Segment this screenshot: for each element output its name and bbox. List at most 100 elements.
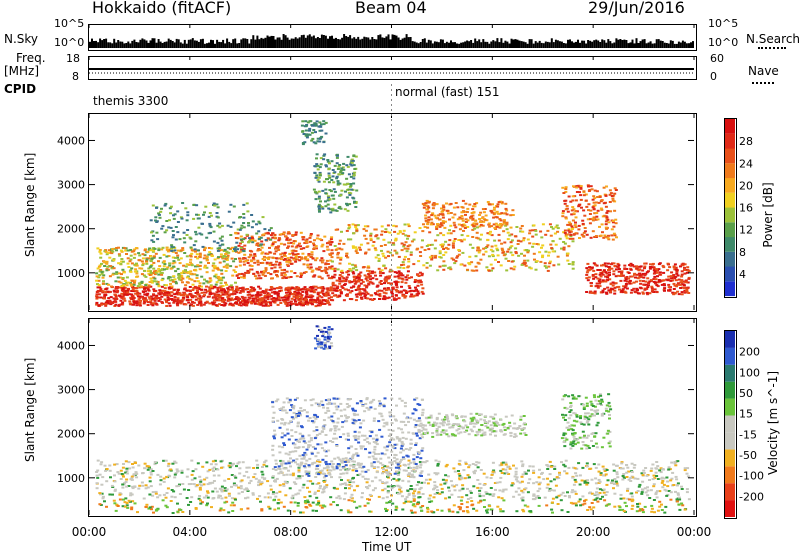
power-cell bbox=[355, 189, 359, 192]
power-cell bbox=[273, 287, 276, 290]
power-cell bbox=[498, 226, 502, 229]
velocity-cell bbox=[594, 477, 598, 480]
velocity-cell bbox=[661, 468, 665, 470]
power-cell bbox=[277, 249, 281, 251]
velocity-cell bbox=[297, 469, 301, 472]
power-cell bbox=[165, 305, 169, 307]
power-cell bbox=[187, 263, 191, 266]
velocity-cell bbox=[124, 497, 128, 500]
power-cell bbox=[406, 266, 410, 269]
power-cell bbox=[209, 285, 213, 288]
power-cell bbox=[471, 208, 475, 211]
power-cell bbox=[650, 290, 654, 293]
velocity-cell bbox=[447, 486, 451, 489]
power-cell bbox=[244, 271, 248, 274]
power-cell bbox=[560, 247, 563, 250]
power-cell bbox=[190, 249, 194, 252]
power-cell bbox=[147, 296, 151, 299]
power-cell bbox=[336, 180, 340, 183]
power-cell bbox=[350, 158, 354, 161]
power-cell bbox=[338, 278, 342, 280]
power-cell bbox=[605, 216, 609, 219]
power-cell bbox=[264, 239, 268, 241]
velocity-cell bbox=[531, 498, 535, 501]
power-cell bbox=[434, 254, 438, 257]
velocity-cell bbox=[516, 480, 520, 483]
power-cell bbox=[653, 275, 657, 278]
velocity-cell bbox=[602, 468, 606, 471]
power-cell bbox=[207, 247, 211, 249]
power-cell bbox=[157, 249, 161, 252]
power-cell bbox=[567, 221, 571, 224]
date-title: 29/Jun/2016 bbox=[588, 0, 685, 17]
power-cell bbox=[588, 222, 592, 225]
power-cell bbox=[578, 191, 581, 194]
velocity-cell bbox=[581, 495, 585, 498]
power-cell bbox=[138, 267, 142, 270]
power-cell bbox=[674, 275, 678, 278]
power-cell bbox=[589, 236, 593, 239]
power-cell bbox=[97, 276, 101, 279]
power-cell bbox=[364, 229, 368, 232]
power-cell bbox=[345, 255, 348, 257]
power-cell bbox=[218, 299, 222, 302]
power-cell bbox=[522, 239, 526, 242]
velocity-cell bbox=[685, 472, 689, 475]
power-cell bbox=[320, 290, 324, 293]
power-cell bbox=[128, 260, 132, 263]
power-cell bbox=[420, 272, 424, 275]
velocity-cell bbox=[612, 463, 616, 466]
power-cell bbox=[204, 288, 208, 291]
velocity-cell bbox=[597, 463, 601, 466]
power-cell bbox=[301, 302, 305, 305]
power-cell bbox=[679, 265, 682, 268]
power-cell bbox=[333, 203, 337, 206]
power-cell bbox=[288, 238, 292, 241]
power-cell bbox=[109, 301, 113, 304]
power-cell bbox=[662, 266, 666, 269]
velocity-cell bbox=[640, 492, 644, 495]
power-cell bbox=[384, 289, 388, 292]
power-cell bbox=[562, 241, 566, 243]
power-cell bbox=[368, 272, 372, 275]
power-cell bbox=[264, 290, 268, 293]
power-cell bbox=[435, 228, 439, 230]
power-cell bbox=[466, 268, 469, 271]
velocity-cell bbox=[551, 497, 555, 500]
power-cell bbox=[400, 249, 404, 252]
velocity-cell bbox=[298, 454, 302, 457]
power-cell bbox=[168, 304, 172, 307]
power-cell bbox=[163, 268, 166, 271]
power-cell bbox=[264, 267, 268, 270]
power-cell bbox=[544, 250, 548, 253]
power-cell bbox=[686, 281, 690, 284]
power-cell bbox=[523, 254, 526, 257]
power-cell bbox=[112, 297, 116, 300]
power-cell bbox=[237, 244, 241, 247]
power-cell bbox=[500, 223, 504, 226]
power-cell bbox=[137, 282, 141, 285]
power-cell bbox=[147, 267, 151, 270]
power-cell bbox=[174, 226, 178, 228]
velocity-cell bbox=[279, 462, 283, 465]
power-cell bbox=[572, 233, 576, 236]
velocity-cell bbox=[329, 496, 333, 499]
velocity-cell bbox=[651, 478, 655, 481]
power-cell bbox=[378, 272, 382, 274]
power-cell bbox=[250, 265, 254, 267]
power-cell bbox=[369, 278, 373, 281]
power-cell bbox=[636, 289, 639, 291]
power-cell bbox=[492, 216, 496, 219]
power-cell bbox=[456, 206, 460, 209]
power-cell bbox=[644, 280, 648, 283]
velocity-cell bbox=[274, 480, 277, 483]
power-cell bbox=[153, 273, 157, 276]
power-cell bbox=[438, 252, 442, 255]
power-cell bbox=[193, 273, 197, 276]
power-cell bbox=[658, 262, 662, 265]
power-cell bbox=[291, 252, 295, 255]
power-cell bbox=[582, 190, 586, 193]
power-cell bbox=[177, 276, 181, 279]
power-cell bbox=[366, 266, 370, 269]
velocity-cell bbox=[586, 479, 589, 482]
